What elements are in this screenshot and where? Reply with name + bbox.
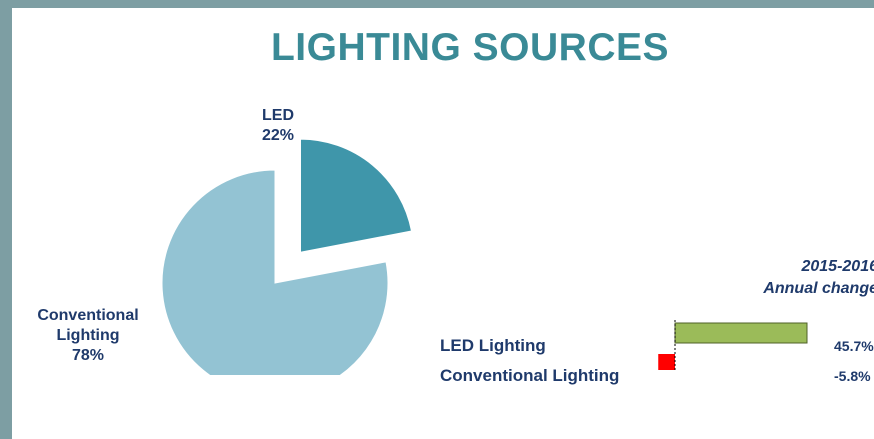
bar-category-led: LED Lighting [440, 336, 546, 355]
bar-value-conventional: -5.8% [834, 368, 871, 384]
top-border [0, 0, 874, 8]
pie-label-conventional: Conventional Lighting 78% [18, 306, 158, 366]
chart-title: LIGHTING SOURCES [270, 26, 670, 69]
pie-slice-conventional [161, 169, 389, 375]
pie-chart [161, 138, 413, 375]
bar-chart [658, 320, 808, 370]
bar-conventional [658, 354, 675, 370]
bar-led [674, 322, 808, 344]
bar-category-conventional: Conventional Lighting [440, 366, 620, 385]
pie-slice-led [299, 138, 413, 253]
pie-label-conventional-pct: 78% [71, 347, 105, 364]
pie-label-led-pct: 22% [262, 127, 295, 144]
pie-label-led: LED 22% [262, 106, 294, 146]
bar-value-led: 45.7% [834, 338, 874, 354]
pie-label-led-name: LED [262, 107, 294, 124]
bar-chart-heading: 2015-2016 Annual change [708, 256, 874, 300]
bar-heading-measure: Annual change [763, 280, 874, 297]
pie-label-conventional-line1: Conventional [37, 307, 139, 324]
pie-label-conventional-line2: Lighting [56, 327, 120, 344]
left-border [0, 0, 12, 439]
bar-heading-period: 2015-2016 [801, 258, 874, 275]
